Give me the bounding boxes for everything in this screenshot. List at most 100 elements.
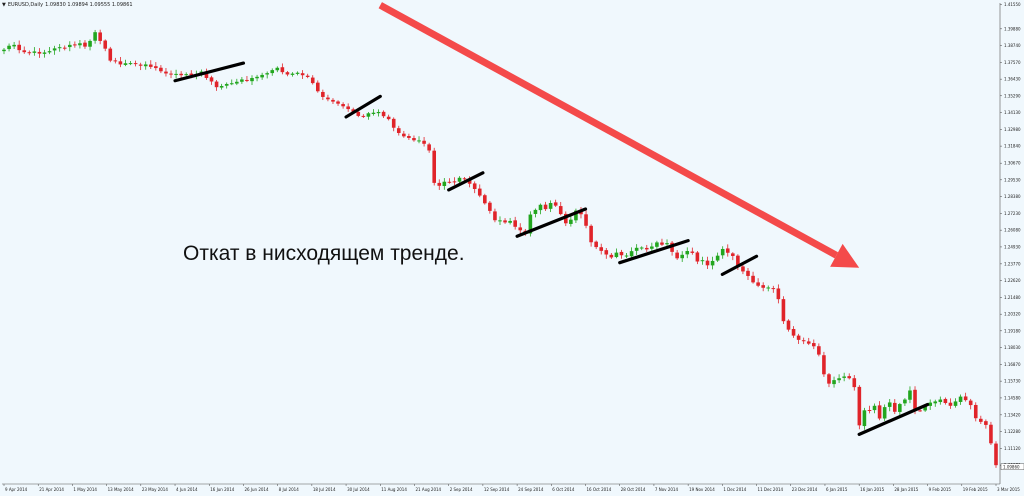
candle-body [953,401,958,406]
candle-body [159,67,163,72]
ohlc-readout: 1.09830 1.09894 1.09555 1.09861 [45,2,133,8]
time-tick-label: 16 Oct 2014 [587,487,612,492]
candle-body [913,389,917,411]
candle-body [148,64,153,67]
candle-body [690,251,695,253]
candle-body [513,220,517,227]
candle-body [543,204,548,210]
time-tick-label: 28 Oct 2014 [621,487,646,492]
candle-body [756,282,760,286]
candle-body [98,32,102,41]
candle-body [558,206,563,215]
candle-body [958,396,963,402]
candle-body [877,405,882,419]
candle-body [518,227,523,231]
candle-body [569,219,573,224]
candle-body [240,79,244,82]
candle-body [229,83,234,85]
candle-body [442,181,447,187]
time-tick-label: 21 Apr 2014 [39,487,64,492]
time-tick-label: 28 Jan 2015 [894,487,918,492]
candle-body [422,140,426,144]
candle-body [179,73,183,76]
trend-arrow-shaft [378,2,839,259]
candle-body [548,203,553,209]
candle-body [614,252,619,258]
candle-body [928,402,933,406]
candle-body [781,299,786,322]
candle-body [376,111,381,114]
time-tick-label: 11 Dec 2014 [758,487,784,492]
candle-body [903,399,907,404]
time-tick-label: 12 Sep 2014 [484,487,510,492]
candle-body [533,209,538,214]
candle-body [47,51,52,53]
candle-body [503,220,507,223]
candle-body [604,250,609,255]
candle-body [680,254,685,259]
candle-body [847,376,852,379]
candle-body [169,73,173,75]
candle-body [994,443,998,466]
price-tick-label: 1.41550 [1004,2,1021,7]
candle-body [224,83,229,86]
time-tick-label: 1 May 2014 [73,487,97,492]
candle-body [437,182,442,186]
time-tick-label: 8 Jul 2014 [279,487,300,492]
price-tick-label: 1.21480 [1004,295,1021,300]
candle-body [796,335,801,340]
time-tick-label: 4 Jun 2014 [176,487,198,492]
time-tick-label: 1 Dec 2014 [723,487,746,492]
candle-body [710,260,715,266]
price-tick-label: 1.26080 [1004,228,1021,233]
candle-body [984,421,988,425]
current-price-marker [1000,463,1024,470]
price-tick-label: 1.16870 [1004,362,1021,367]
time-tick-label: 24 Sep 2014 [518,487,544,492]
pullback-trendline [720,254,759,276]
candle-body [78,43,82,46]
candle-body [979,418,983,422]
candle-body [837,378,841,381]
candle-body [599,247,604,251]
candle-body [498,220,502,222]
candle-body [204,71,209,78]
price-tick-label: 1.35290 [1004,93,1021,98]
candle-body [761,285,765,288]
candle-body [235,81,239,84]
candle-body [391,118,396,128]
candle-body [417,140,421,142]
candle-body [371,112,376,114]
time-tick-label: 23 May 2014 [142,487,169,492]
candle-body [331,99,335,102]
candle-body [143,64,148,67]
price-tick-label: 1.38740 [1004,43,1021,48]
candle-body [361,115,366,117]
candle-body [17,44,21,51]
candle-body [766,287,771,289]
candle-body [67,44,72,48]
candle-body [908,390,912,400]
candle-body [741,266,745,272]
price-tick-label: 1.34130 [1004,110,1021,115]
triangle-down-icon[interactable]: ▼ [2,2,6,8]
candle-body [827,374,831,384]
candle-body [822,355,826,375]
candle-body [88,40,92,47]
candle-body [892,402,897,412]
candle-body [973,404,978,419]
candle-body [751,275,755,283]
time-tick-label: 7 Nov 2014 [655,487,679,492]
price-tick-label: 1.18030 [1004,345,1021,350]
pullback-trendline [447,171,485,192]
candle-body [108,48,113,61]
candle-body [538,204,543,211]
pullback-trendline [618,239,690,265]
chart-header: ▼ EURUSD,Daily 1.09830 1.09894 1.09555 1… [2,2,133,8]
candle-body [786,320,791,330]
time-tick-label: 21 Aug 2014 [415,487,441,492]
candle-body [402,133,406,137]
candle-body [315,82,320,92]
candle-body [32,51,37,53]
